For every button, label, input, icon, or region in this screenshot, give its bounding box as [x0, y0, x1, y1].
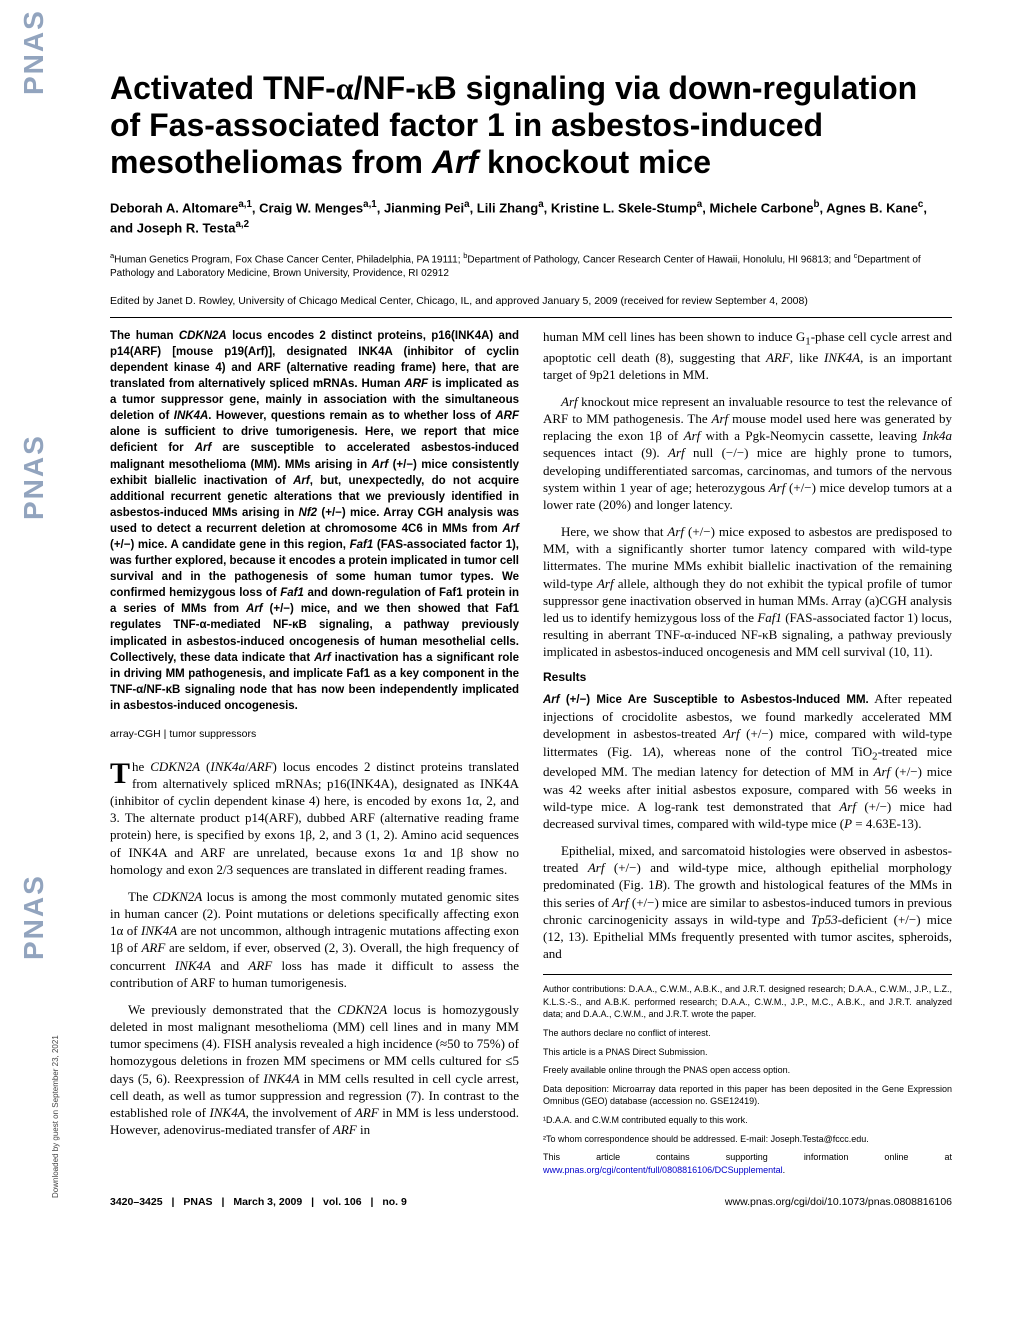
issue-number: no. 9: [382, 1196, 407, 1208]
doi: www.pnas.org/cgi/doi/10.1073/pnas.080881…: [725, 1196, 952, 1208]
edited-by: Edited by Janet D. Rowley, University of…: [110, 295, 952, 307]
results-p1: Arf (+/−) Mice Are Susceptible to Asbest…: [543, 690, 952, 832]
affiliations: aHuman Genetics Program, Fox Chase Cance…: [110, 251, 952, 280]
intro-p3: We previously demonstrated that the CDKN…: [110, 1001, 519, 1138]
content-columns: The human CDKN2A locus encodes 2 distinc…: [110, 328, 952, 1177]
equal-contribution: ¹D.A.A. and C.W.M contributed equally to…: [543, 1114, 952, 1127]
download-note: Downloaded by guest on September 23, 202…: [51, 1036, 60, 1199]
supp-post: .: [783, 1165, 786, 1175]
author-contributions: Author contributions: D.A.A., C.W.M., A.…: [543, 983, 952, 1021]
page-footer: 3420–3425 | PNAS | March 3, 2009 | vol. …: [110, 1196, 952, 1208]
volume: vol. 106: [323, 1196, 362, 1208]
pnas-logo-vertical: PNAS: [18, 465, 50, 520]
page-range: 3420–3425: [110, 1196, 163, 1208]
intro-p1: The CDKN2A (INK4a/ARF) locus encodes 2 d…: [110, 758, 519, 878]
divider: [110, 317, 952, 318]
intro-p5: Arf knockout mice represent an invaluabl…: [543, 393, 952, 513]
results-heading: Results: [543, 670, 952, 686]
open-access: Freely available online through the PNAS…: [543, 1064, 952, 1077]
journal-name: PNAS: [183, 1196, 212, 1208]
supporting-info: This article contains supporting informa…: [543, 1151, 952, 1176]
issue-date: March 3, 2009: [233, 1196, 302, 1208]
abstract: The human CDKN2A locus encodes 2 distinc…: [110, 328, 519, 714]
pnas-logo-vertical: PNAS: [18, 40, 50, 95]
keywords: array-CGH | tumor suppressors: [110, 728, 519, 742]
intro-p2: The CDKN2A locus is among the most commo…: [110, 888, 519, 991]
supporting-info-link[interactable]: www.pnas.org/cgi/content/full/0808816106…: [543, 1165, 783, 1175]
correspondence: ²To whom correspondence should be addres…: [543, 1133, 952, 1146]
pnas-logo-vertical: PNAS: [18, 905, 50, 960]
intro-p4: human MM cell lines has been shown to in…: [543, 328, 952, 383]
direct-submission: This article is a PNAS Direct Submission…: [543, 1046, 952, 1059]
data-deposition: Data deposition: Microarray data reporte…: [543, 1083, 952, 1108]
results-p2: Epithelial, mixed, and sarcomatoid histo…: [543, 842, 952, 962]
conflict-statement: The authors declare no conflict of inter…: [543, 1027, 952, 1040]
supp-pre: This article contains supporting informa…: [543, 1152, 952, 1162]
authors: Deborah A. Altomarea,1, Craig W. Mengesa…: [110, 198, 952, 237]
article-title: Activated TNF-α/NF-κB signaling via down…: [110, 70, 952, 180]
footnotes: Author contributions: D.A.A., C.W.M., A.…: [543, 974, 952, 1176]
intro-p6: Here, we show that Arf (+/−) mice expose…: [543, 523, 952, 660]
